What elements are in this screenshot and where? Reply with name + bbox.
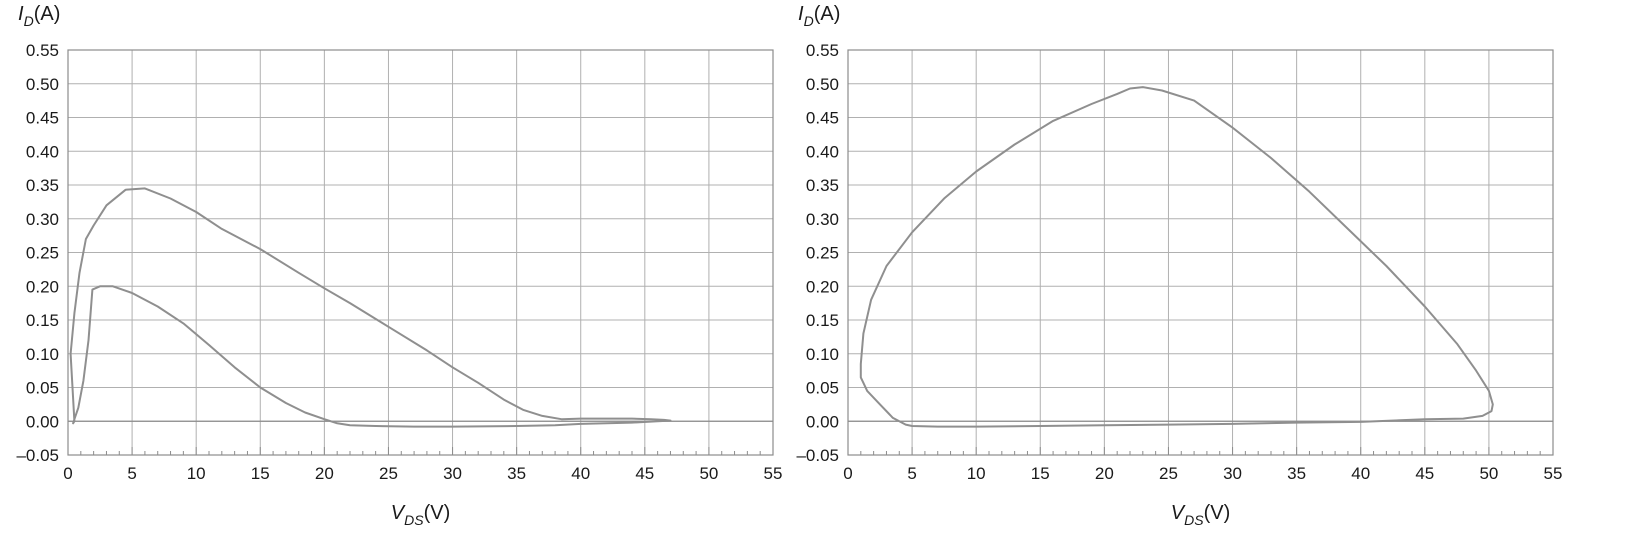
y-tick-label: 0.15 bbox=[806, 311, 839, 330]
x-tick-label: 50 bbox=[1479, 464, 1498, 483]
y-tick-label: 0.25 bbox=[26, 244, 59, 263]
y-tick-label: 0.35 bbox=[806, 176, 839, 195]
chart-left: 0 5 10 15 20 25 30 35 40 45 50 55 0.55 0.50 0.45 0.40 0.… bbox=[16, 3, 782, 528]
y-tick-label: 0.05 bbox=[806, 379, 839, 398]
y-tick-label: 0.40 bbox=[26, 142, 59, 161]
x-tick-label: 25 bbox=[1159, 464, 1178, 483]
y-tick-label: –0.05 bbox=[16, 446, 59, 465]
y-tick-label: 0.00 bbox=[26, 412, 59, 431]
y-tick-label: 0.10 bbox=[26, 345, 59, 364]
series-line bbox=[69, 187, 672, 428]
y-axis-title: ID(A) bbox=[18, 3, 60, 29]
y-tick-label: 0.50 bbox=[26, 75, 59, 94]
grid bbox=[847, 49, 1554, 456]
x-tick-label: 20 bbox=[315, 464, 334, 483]
plot-frame bbox=[847, 49, 1554, 456]
chart-right: 0 5 10 15 20 25 30 35 40 45 50 55 0.55 0.50 0.45 0.40 0.… bbox=[796, 3, 1562, 528]
x-tick-label: 0 bbox=[63, 464, 72, 483]
x-tick-label: 30 bbox=[1223, 464, 1242, 483]
x-axis-title: VDS(V) bbox=[1171, 502, 1230, 528]
x-tick-label: 10 bbox=[187, 464, 206, 483]
y-tick-label: 0.30 bbox=[26, 210, 59, 229]
y-tick-label: 0.20 bbox=[26, 277, 59, 296]
x-tick-label: 5 bbox=[907, 464, 916, 483]
x-tick-label: 20 bbox=[1095, 464, 1114, 483]
y-tick-label: 0.50 bbox=[806, 75, 839, 94]
x-tick-label: 35 bbox=[507, 464, 526, 483]
y-tick-label: 0.15 bbox=[26, 311, 59, 330]
y-tick-label: 0.00 bbox=[806, 412, 839, 431]
x-tick-label: 40 bbox=[1351, 464, 1370, 483]
plot-frame bbox=[67, 49, 774, 456]
y-tick-label: 0.45 bbox=[806, 109, 839, 128]
x-axis-title: VDS(V) bbox=[391, 502, 450, 528]
y-axis-title: ID(A) bbox=[798, 3, 840, 29]
y-tick-label: 0.30 bbox=[806, 210, 839, 229]
x-minor-ticks bbox=[67, 447, 774, 455]
y-tick-label: 0.20 bbox=[806, 277, 839, 296]
x-tick-label: 15 bbox=[1031, 464, 1050, 483]
y-tick-label: 0.35 bbox=[26, 176, 59, 195]
x-minor-ticks bbox=[847, 447, 1554, 455]
y-tick-label: 0.55 bbox=[806, 41, 839, 60]
x-tick-label: 15 bbox=[251, 464, 270, 483]
x-tick-label: 55 bbox=[764, 464, 783, 483]
grid bbox=[67, 49, 774, 456]
y-tick-label: 0.25 bbox=[806, 244, 839, 263]
x-tick-label: 50 bbox=[699, 464, 718, 483]
x-tick-label: 25 bbox=[379, 464, 398, 483]
y-tick-label: 0.40 bbox=[806, 142, 839, 161]
y-tick-label: 0.55 bbox=[26, 41, 59, 60]
y-tick-label: 0.45 bbox=[26, 109, 59, 128]
x-tick-label: 45 bbox=[635, 464, 654, 483]
x-tick-label: 30 bbox=[443, 464, 462, 483]
x-tick-label: 45 bbox=[1415, 464, 1434, 483]
x-tick-label: 0 bbox=[843, 464, 852, 483]
y-tick-label: –0.05 bbox=[796, 446, 839, 465]
x-tick-label: 35 bbox=[1287, 464, 1306, 483]
x-tick-label: 5 bbox=[127, 464, 136, 483]
y-tick-label: 0.05 bbox=[26, 379, 59, 398]
x-tick-label: 10 bbox=[967, 464, 986, 483]
x-tick-label: 55 bbox=[1544, 464, 1563, 483]
x-tick-label: 40 bbox=[571, 464, 590, 483]
y-tick-label: 0.10 bbox=[806, 345, 839, 364]
series-line bbox=[859, 86, 1494, 428]
